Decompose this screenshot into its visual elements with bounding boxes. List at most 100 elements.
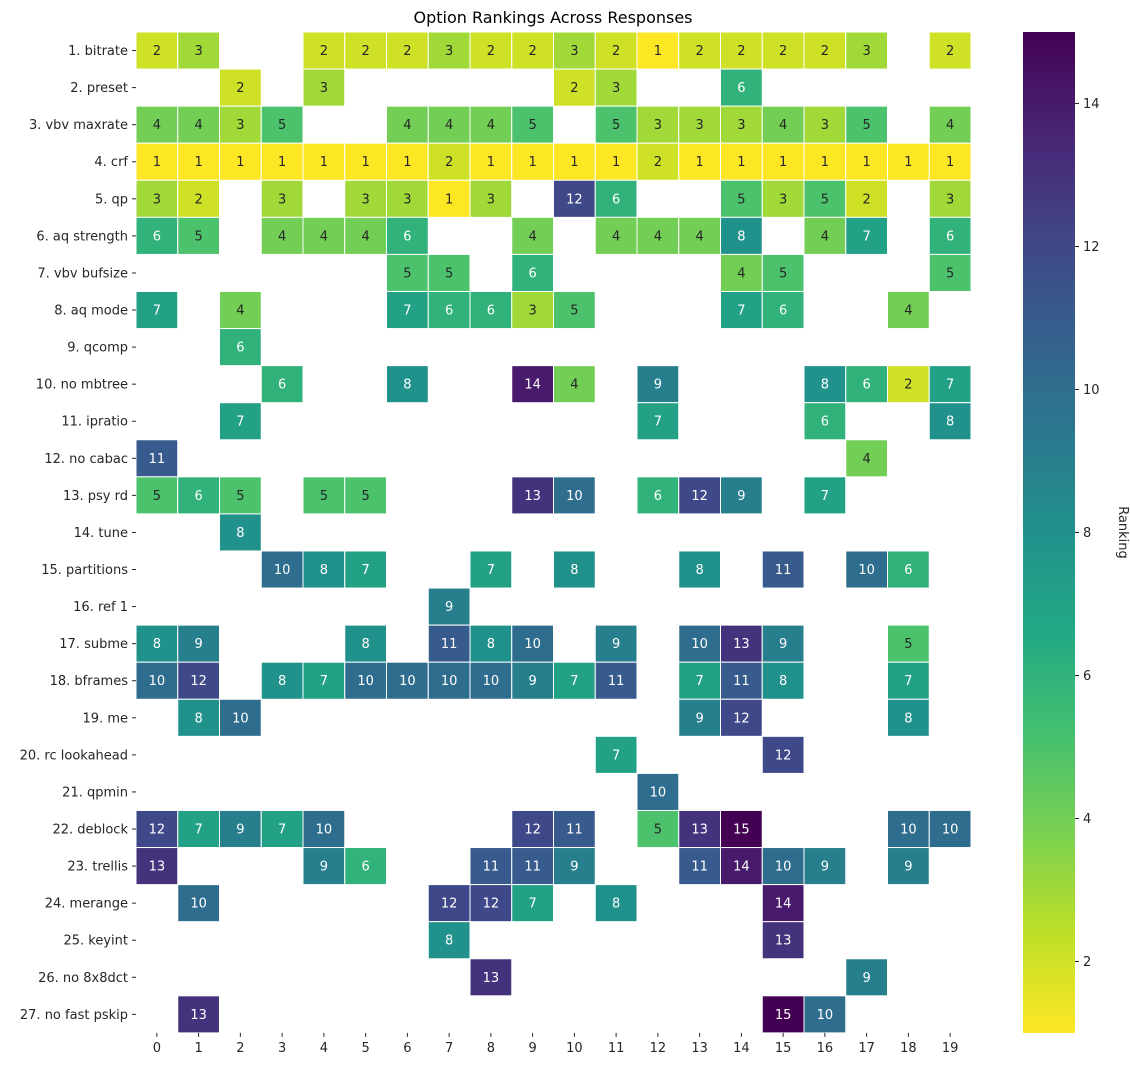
heatmap-cell <box>344 476 387 515</box>
heatmap-cell <box>678 216 721 255</box>
cell-value-label: 4 <box>320 229 328 244</box>
heatmap-cell <box>636 216 680 255</box>
heatmap-cell <box>511 31 554 70</box>
heatmap-cell <box>302 216 346 255</box>
y-tick-label: 4. crf <box>94 155 128 170</box>
cell-value-label: 13 <box>775 934 792 949</box>
heatmap-cell <box>887 661 930 700</box>
cell-value-label: 1 <box>821 155 829 170</box>
heatmap-cell <box>219 142 262 181</box>
heatmap-cell <box>135 216 179 255</box>
y-tick-label: 27. no fast pskip <box>20 1008 128 1023</box>
y-tick-label: 19. me <box>83 711 128 726</box>
cell-value-label: 11 <box>524 860 541 875</box>
heatmap-cell <box>427 31 471 70</box>
heatmap-cell <box>427 921 471 960</box>
cell-value-label: 5 <box>278 118 286 133</box>
cell-value-label: 11 <box>441 637 458 652</box>
heatmap-cell <box>845 105 888 144</box>
cell-value-label: 3 <box>403 192 411 207</box>
cell-value-label: 12 <box>483 897 500 912</box>
cell-value-label: 10 <box>858 563 875 578</box>
heatmap-cell <box>511 142 554 181</box>
cell-value-label: 2 <box>487 44 495 59</box>
cell-value-label: 8 <box>153 637 161 652</box>
heatmap-cell <box>887 290 930 330</box>
heatmap-cell <box>887 142 930 181</box>
heatmap-cell <box>553 179 596 218</box>
cell-value-label: 5 <box>570 304 578 319</box>
heatmap-cell <box>887 550 930 589</box>
cell-value-label: 9 <box>862 971 870 986</box>
heatmap-cell <box>761 290 805 330</box>
cell-value-label: 2 <box>153 44 161 59</box>
y-tick-label: 12. no cabac <box>44 452 128 467</box>
y-tick-label: 15. partitions <box>41 563 128 578</box>
y-tick-label: 10. no mbtree <box>36 378 128 393</box>
cell-value-label: 6 <box>737 81 745 96</box>
cell-value-label: 5 <box>528 118 536 133</box>
heatmap-cell <box>720 624 763 663</box>
cell-value-label: 6 <box>278 378 286 393</box>
x-tick-label: 10 <box>566 1041 583 1056</box>
y-tick-label: 18. bframes <box>50 674 129 689</box>
cell-value-label: 8 <box>570 563 578 578</box>
heatmap-cell <box>511 476 554 515</box>
cell-value-label: 12 <box>190 674 207 689</box>
heatmap-cell <box>302 847 346 886</box>
cell-value-label: 4 <box>821 229 829 244</box>
cell-value-label: 7 <box>821 489 829 504</box>
cell-value-label: 10 <box>775 860 792 875</box>
cell-value-label: 9 <box>904 860 912 875</box>
cell-value-label: 2 <box>862 192 870 207</box>
heatmap-cell <box>845 550 888 589</box>
cell-value-label: 8 <box>904 711 912 726</box>
cell-value-label: 15 <box>775 1008 792 1023</box>
cell-value-label: 8 <box>487 637 495 652</box>
cell-value-label: 6 <box>487 304 495 319</box>
x-tick-label: 19 <box>942 1041 959 1056</box>
heatmap-cell <box>761 624 805 663</box>
y-tick-label: 7. vbv bufsize <box>37 266 128 281</box>
heatmap-cell <box>386 253 429 292</box>
cell-value-label: 5 <box>779 266 787 281</box>
chart-title: Option Rankings Across Responses <box>413 8 692 27</box>
cell-value-label: 7 <box>612 748 620 763</box>
heatmap-cell <box>511 661 554 700</box>
cell-value-label: 9 <box>320 860 328 875</box>
heatmap-cell <box>219 328 262 367</box>
y-tick-label: 14. tune <box>74 526 128 541</box>
cell-value-label: 3 <box>236 118 244 133</box>
cell-value-label: 5 <box>737 192 745 207</box>
cell-value-label: 1 <box>487 155 495 170</box>
x-tick-label: 9 <box>528 1041 536 1056</box>
cell-value-label: 9 <box>612 637 620 652</box>
cell-value-label: 10 <box>566 489 583 504</box>
heatmap-cell <box>469 958 513 997</box>
heatmap-cell <box>386 216 429 255</box>
cell-value-label: 8 <box>236 526 244 541</box>
cell-value-label: 4 <box>946 118 954 133</box>
heatmap-cell <box>219 513 262 552</box>
heatmap-cell <box>177 995 220 1034</box>
heatmap-cell <box>511 105 554 144</box>
heatmap-cell <box>427 884 471 923</box>
x-tick-label: 0 <box>153 1041 161 1056</box>
y-tick-label: 8. aq mode <box>54 304 128 319</box>
cell-value-label: 9 <box>570 860 578 875</box>
cell-value-label: 10 <box>650 785 667 800</box>
cell-value-label: 9 <box>528 674 536 689</box>
cell-value-label: 1 <box>946 155 954 170</box>
heatmap-cell <box>845 216 888 255</box>
heatmap-cell <box>553 809 596 849</box>
cell-value-label: 5 <box>946 266 954 281</box>
cell-value-label: 1 <box>570 155 578 170</box>
y-tick-label: 11. ipratio <box>61 415 128 430</box>
heatmap-cell <box>219 476 262 515</box>
x-tick-label: 4 <box>320 1041 328 1056</box>
y-tick-label: 22. deblock <box>52 823 128 838</box>
cell-value-label: 10 <box>817 1008 834 1023</box>
cell-value-label: 7 <box>862 229 870 244</box>
cell-value-label: 5 <box>361 489 369 504</box>
